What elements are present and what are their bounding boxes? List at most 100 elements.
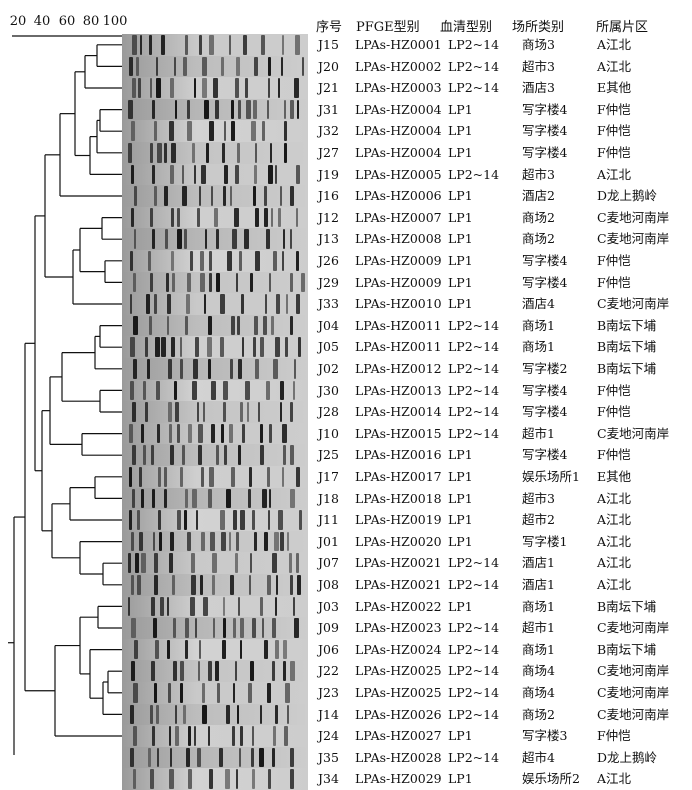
gel-band [231, 315, 235, 336]
gel-band [281, 467, 285, 487]
cell-isolate-id: J01 [318, 533, 339, 549]
gel-band [294, 359, 297, 379]
cell-venue-type: 酒店4 [522, 296, 555, 312]
gel-band [128, 510, 132, 530]
gel-band [275, 337, 280, 357]
gel-band [203, 596, 208, 617]
gel-band [208, 251, 213, 271]
cell-serogroup: LP1 [448, 209, 473, 225]
gel-band [234, 78, 240, 98]
gel-band [142, 380, 146, 401]
gel-band [201, 531, 205, 552]
gel-band [298, 510, 303, 530]
cell-pfge-type: LPAs-HZ0009 [355, 274, 442, 290]
gel-band [279, 186, 282, 206]
gel-band [141, 553, 147, 573]
cell-district: C麦地河南岸 [597, 706, 670, 722]
scale-tick: 60 [58, 14, 76, 29]
cell-isolate-id: J07 [318, 555, 339, 571]
gel-band [282, 35, 285, 55]
cell-pfge-type: LPAs-HZ0008 [355, 231, 442, 247]
cell-pfge-type: LPAs-HZ0022 [355, 598, 442, 614]
gel-band [219, 510, 225, 530]
gel-band [237, 596, 240, 617]
gel-band [218, 747, 223, 768]
gel-band [240, 618, 244, 638]
gel-band [130, 251, 133, 271]
gel-band [153, 683, 158, 703]
gel-band [234, 207, 239, 228]
cell-isolate-id: J09 [318, 620, 339, 636]
header-venue-type: 场所类别 [512, 20, 565, 35]
cell-venue-type: 写字楼2 [522, 361, 568, 376]
cell-venue-type: 超市3 [522, 490, 555, 506]
gel-band [169, 164, 174, 185]
cell-pfge-type: LPAs-HZ0004 [355, 123, 442, 139]
gel-band [282, 423, 287, 444]
cell-venue-type: 商场4 [522, 685, 555, 700]
gel-band [237, 315, 241, 336]
gel-band [272, 661, 275, 681]
cell-serogroup: LP2~14 [448, 317, 500, 333]
gel-band [238, 445, 241, 465]
gel-band [232, 683, 235, 703]
gel-band [290, 575, 294, 595]
gel-band [230, 575, 235, 595]
cell-serogroup: LP2~14 [448, 58, 500, 74]
gel-band [283, 229, 286, 249]
gel-lane [122, 638, 308, 661]
gel-band [215, 661, 219, 681]
gel-band [154, 186, 158, 206]
cell-district: A江北 [597, 771, 632, 787]
cell-isolate-id: J10 [318, 425, 339, 441]
gel-band [167, 683, 171, 703]
cell-district: F仲恺 [597, 382, 631, 398]
cell-serogroup: LP2~14 [448, 339, 500, 355]
cell-venue-type: 写字楼4 [522, 274, 568, 290]
gel-band [175, 726, 179, 746]
cell-isolate-id: J16 [318, 188, 339, 204]
gel-band [202, 683, 206, 703]
gel-band [154, 294, 157, 314]
gel-band [263, 186, 267, 206]
cell-serogroup: LP1 [448, 512, 473, 528]
gel-band [200, 251, 204, 271]
gel-band [289, 186, 295, 206]
gel-lane [122, 98, 308, 121]
gel-band [249, 661, 255, 681]
gel-band [208, 315, 213, 336]
gel-band [257, 402, 261, 422]
gel-band [203, 294, 207, 314]
gel-band [187, 531, 191, 552]
cell-venue-type: 商场4 [522, 663, 555, 679]
cell-isolate-id: J28 [318, 404, 339, 420]
cell-isolate-id: J27 [318, 145, 339, 160]
gel-band [245, 99, 251, 120]
cell-pfge-type: LPAs-HZ0018 [355, 490, 442, 506]
gel-band [265, 229, 271, 249]
gel-band [159, 531, 163, 552]
cell-serogroup: LP2~14 [448, 749, 500, 765]
cell-pfge-type: LPAs-HZ0029 [355, 771, 442, 787]
gel-band [240, 639, 243, 660]
gel-band [210, 186, 214, 206]
gel-band [133, 726, 137, 746]
gel-band [193, 78, 197, 98]
cell-venue-type: 写字楼4 [522, 404, 568, 420]
gel-band [247, 683, 252, 703]
gel-band [280, 380, 284, 401]
cell-isolate-id: J25 [318, 447, 339, 463]
gel-band [191, 143, 196, 163]
gel-band [253, 337, 256, 357]
gel-band [170, 337, 176, 357]
cell-serogroup: LP2~14 [448, 361, 500, 376]
gel-lane [122, 725, 308, 747]
gel-band [179, 661, 185, 681]
gel-band [283, 445, 286, 465]
cell-venue-type: 写字楼4 [522, 145, 568, 160]
gel-band [165, 229, 169, 249]
gel-band [286, 704, 290, 725]
cell-district: C麦地河南岸 [597, 685, 670, 700]
gel-band [251, 618, 257, 638]
cell-venue-type: 写字楼4 [522, 447, 568, 463]
